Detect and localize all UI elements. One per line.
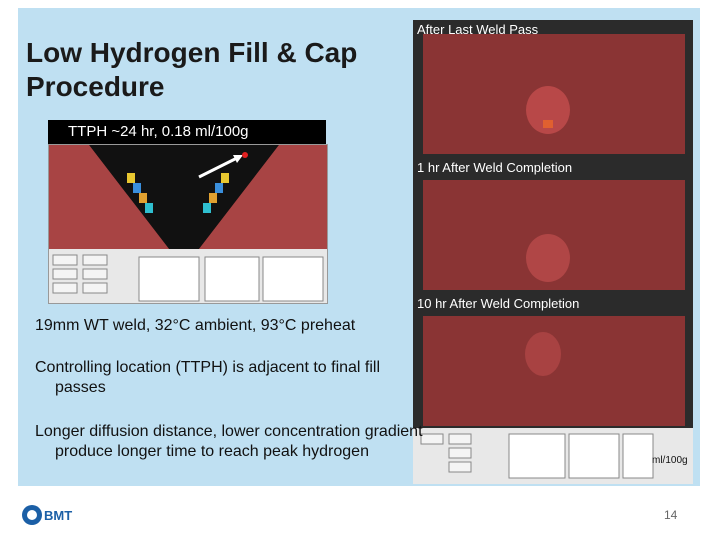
panel-after-last-pass: After Last Weld Pass [413,20,693,160]
panel-label-1: After Last Weld Pass [417,22,539,37]
bmt-logo-icon [22,505,42,525]
bullet-controlling-location: Controlling location (TTPH) is adjacent … [35,359,381,396]
panel-10hr: 10 hr After Weld Completion [413,294,693,484]
logo-text: BMT [44,508,73,523]
unit-label: ml/100g [652,455,688,466]
ttph-caption: TTPH ~24 hr, 0.18 ml/100g [48,120,326,144]
ttph-simulation-image [48,144,328,304]
hydrogen-map-3 [413,294,693,484]
conditions-text: 19mm WT weld, 32°C ambient, 93°C preheat [35,317,356,334]
bullet-diffusion: Longer diffusion distance, lower concent… [35,423,423,460]
panel-1hr: 1 hr After Weld Completion [413,158,693,294]
page-number: 14 [664,508,678,522]
panel-label-2: 1 hr After Weld Completion [417,160,573,175]
weld-bevel-graphic [49,145,327,303]
slide-title: Low Hydrogen Fill & Cap Procedure [26,37,358,102]
hydrogen-map-1 [413,20,693,160]
hydrogen-map-2 [413,158,693,294]
panel-label-3: 10 hr After Weld Completion [417,296,580,311]
